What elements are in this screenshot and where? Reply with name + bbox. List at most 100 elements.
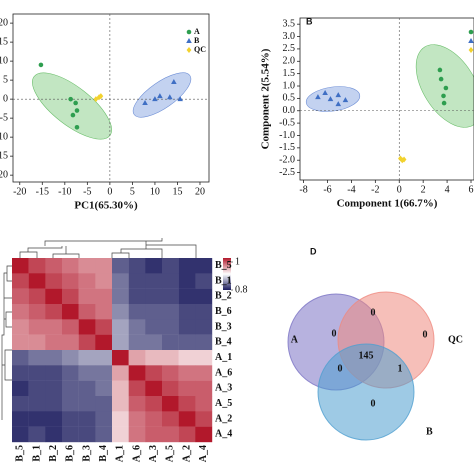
row-label: B_3: [215, 321, 232, 332]
x-tick-label: 6: [469, 184, 474, 195]
row-dendrogram: [1, 265, 12, 420]
heatmap-cell: [78, 304, 96, 320]
point: [68, 96, 73, 102]
heatmap-cell: [195, 288, 213, 305]
heatmap-cell: [45, 380, 63, 397]
x-tick-label: -10: [58, 186, 71, 197]
y-tick-label: 0.5: [283, 93, 296, 104]
row-label: B_2: [215, 291, 232, 302]
x-tick-label: 0: [397, 184, 402, 195]
heatmap-cell: [145, 273, 163, 289]
heatmap-cell: [128, 319, 146, 335]
ellipse-b2: [305, 86, 361, 112]
heatmap-cell: [112, 288, 129, 305]
venn-count: 0: [371, 398, 376, 409]
point: [322, 89, 328, 95]
heatmap-cell: [12, 350, 29, 366]
heatmap-cell: [62, 319, 79, 335]
heatmap-cell: [28, 334, 46, 351]
heatmap-cell: [95, 380, 113, 397]
venn-count: 1: [398, 363, 403, 374]
point: [441, 93, 446, 99]
heatmap-cell: [128, 334, 146, 351]
heatmap-cell: [95, 426, 113, 443]
heatmap-cell: [145, 258, 163, 274]
point: [441, 100, 447, 106]
legend-label: B: [194, 36, 200, 45]
heatmap-cell: [145, 304, 163, 320]
y-tick-label: -1.0: [279, 130, 295, 141]
y-tick-label: 3.5: [283, 18, 296, 29]
y-tick-label: -10: [0, 131, 8, 142]
heatmap-cell: [45, 288, 63, 305]
heatmap-cell: [128, 288, 146, 305]
point: [468, 29, 474, 35]
heatmap-cell: [112, 273, 129, 289]
x-tick-label: -5: [83, 186, 91, 197]
heatmap-cell: [95, 273, 113, 289]
column-label: B_2: [48, 445, 59, 462]
heatmap-cell: [162, 258, 179, 274]
plot-frame: [12, 13, 210, 183]
point: [342, 97, 349, 103]
heatmap-cell: [178, 365, 196, 381]
point: [171, 79, 177, 85]
heatmap-cell: [12, 396, 29, 412]
heatmap-cell: [45, 396, 63, 412]
venn-count: 0: [338, 363, 343, 374]
point: [335, 101, 342, 107]
heatmap-cell: [195, 350, 213, 366]
heatmap-cell: [62, 411, 79, 427]
point: [74, 108, 80, 113]
x-tick-label: 5: [130, 186, 135, 197]
column-label: A_5: [165, 445, 176, 462]
heatmap-cell: [78, 350, 96, 366]
heatmap-cell: [195, 380, 213, 397]
heatmap-cell: [162, 411, 179, 427]
x-tick-label: -4: [347, 184, 355, 195]
heatmap-cell: [95, 334, 113, 351]
y-tick-label: 20: [0, 17, 8, 28]
heatmap-cell: [62, 258, 79, 274]
heatmap-cell: [45, 273, 63, 289]
point: [70, 112, 76, 118]
heatmap-cell: [62, 304, 79, 320]
point: [315, 94, 321, 100]
point: [186, 38, 192, 43]
heatmap-cell: [195, 304, 213, 320]
x-tick-label: -6: [323, 184, 331, 195]
heatmap-cell: [162, 273, 179, 289]
heatmap-cell: [78, 288, 96, 305]
heatmap-cell: [62, 350, 79, 366]
heatmap-cell: [162, 350, 179, 366]
heatmap-cell: [145, 411, 163, 427]
ellipse-b: [132, 72, 192, 118]
colorbar-label: 0.8: [235, 284, 248, 295]
heatmap-cell: [95, 350, 113, 366]
heatmap-cell: [128, 380, 146, 397]
heatmap-cell: [195, 426, 213, 443]
heatmap-cell: [195, 273, 213, 289]
column-label: A_1: [115, 445, 126, 462]
x-tick-label: -15: [36, 186, 49, 197]
heatmap-cell: [145, 288, 163, 305]
x-tick-label: 4: [445, 184, 450, 195]
x-tick-label: 0: [107, 186, 112, 197]
heatmap-cell: [145, 365, 163, 381]
point: [74, 124, 80, 130]
heatmap-cell: [128, 426, 146, 443]
heatmap-cell: [78, 334, 96, 351]
heatmap-cell: [95, 411, 113, 427]
venn-set-label: A: [291, 334, 299, 345]
heatmap-cell: [112, 365, 129, 381]
point: [335, 92, 342, 98]
point: [167, 94, 173, 100]
heatmap-cell: [195, 319, 213, 335]
heatmap-cell: [162, 426, 179, 443]
heatmap-cell: [95, 319, 113, 335]
heatmap-cell: [78, 273, 96, 289]
heatmap-cell: [178, 288, 196, 305]
column-label: A_4: [198, 445, 209, 462]
point: [73, 100, 78, 106]
y-tick-label: 1.0: [283, 80, 296, 91]
